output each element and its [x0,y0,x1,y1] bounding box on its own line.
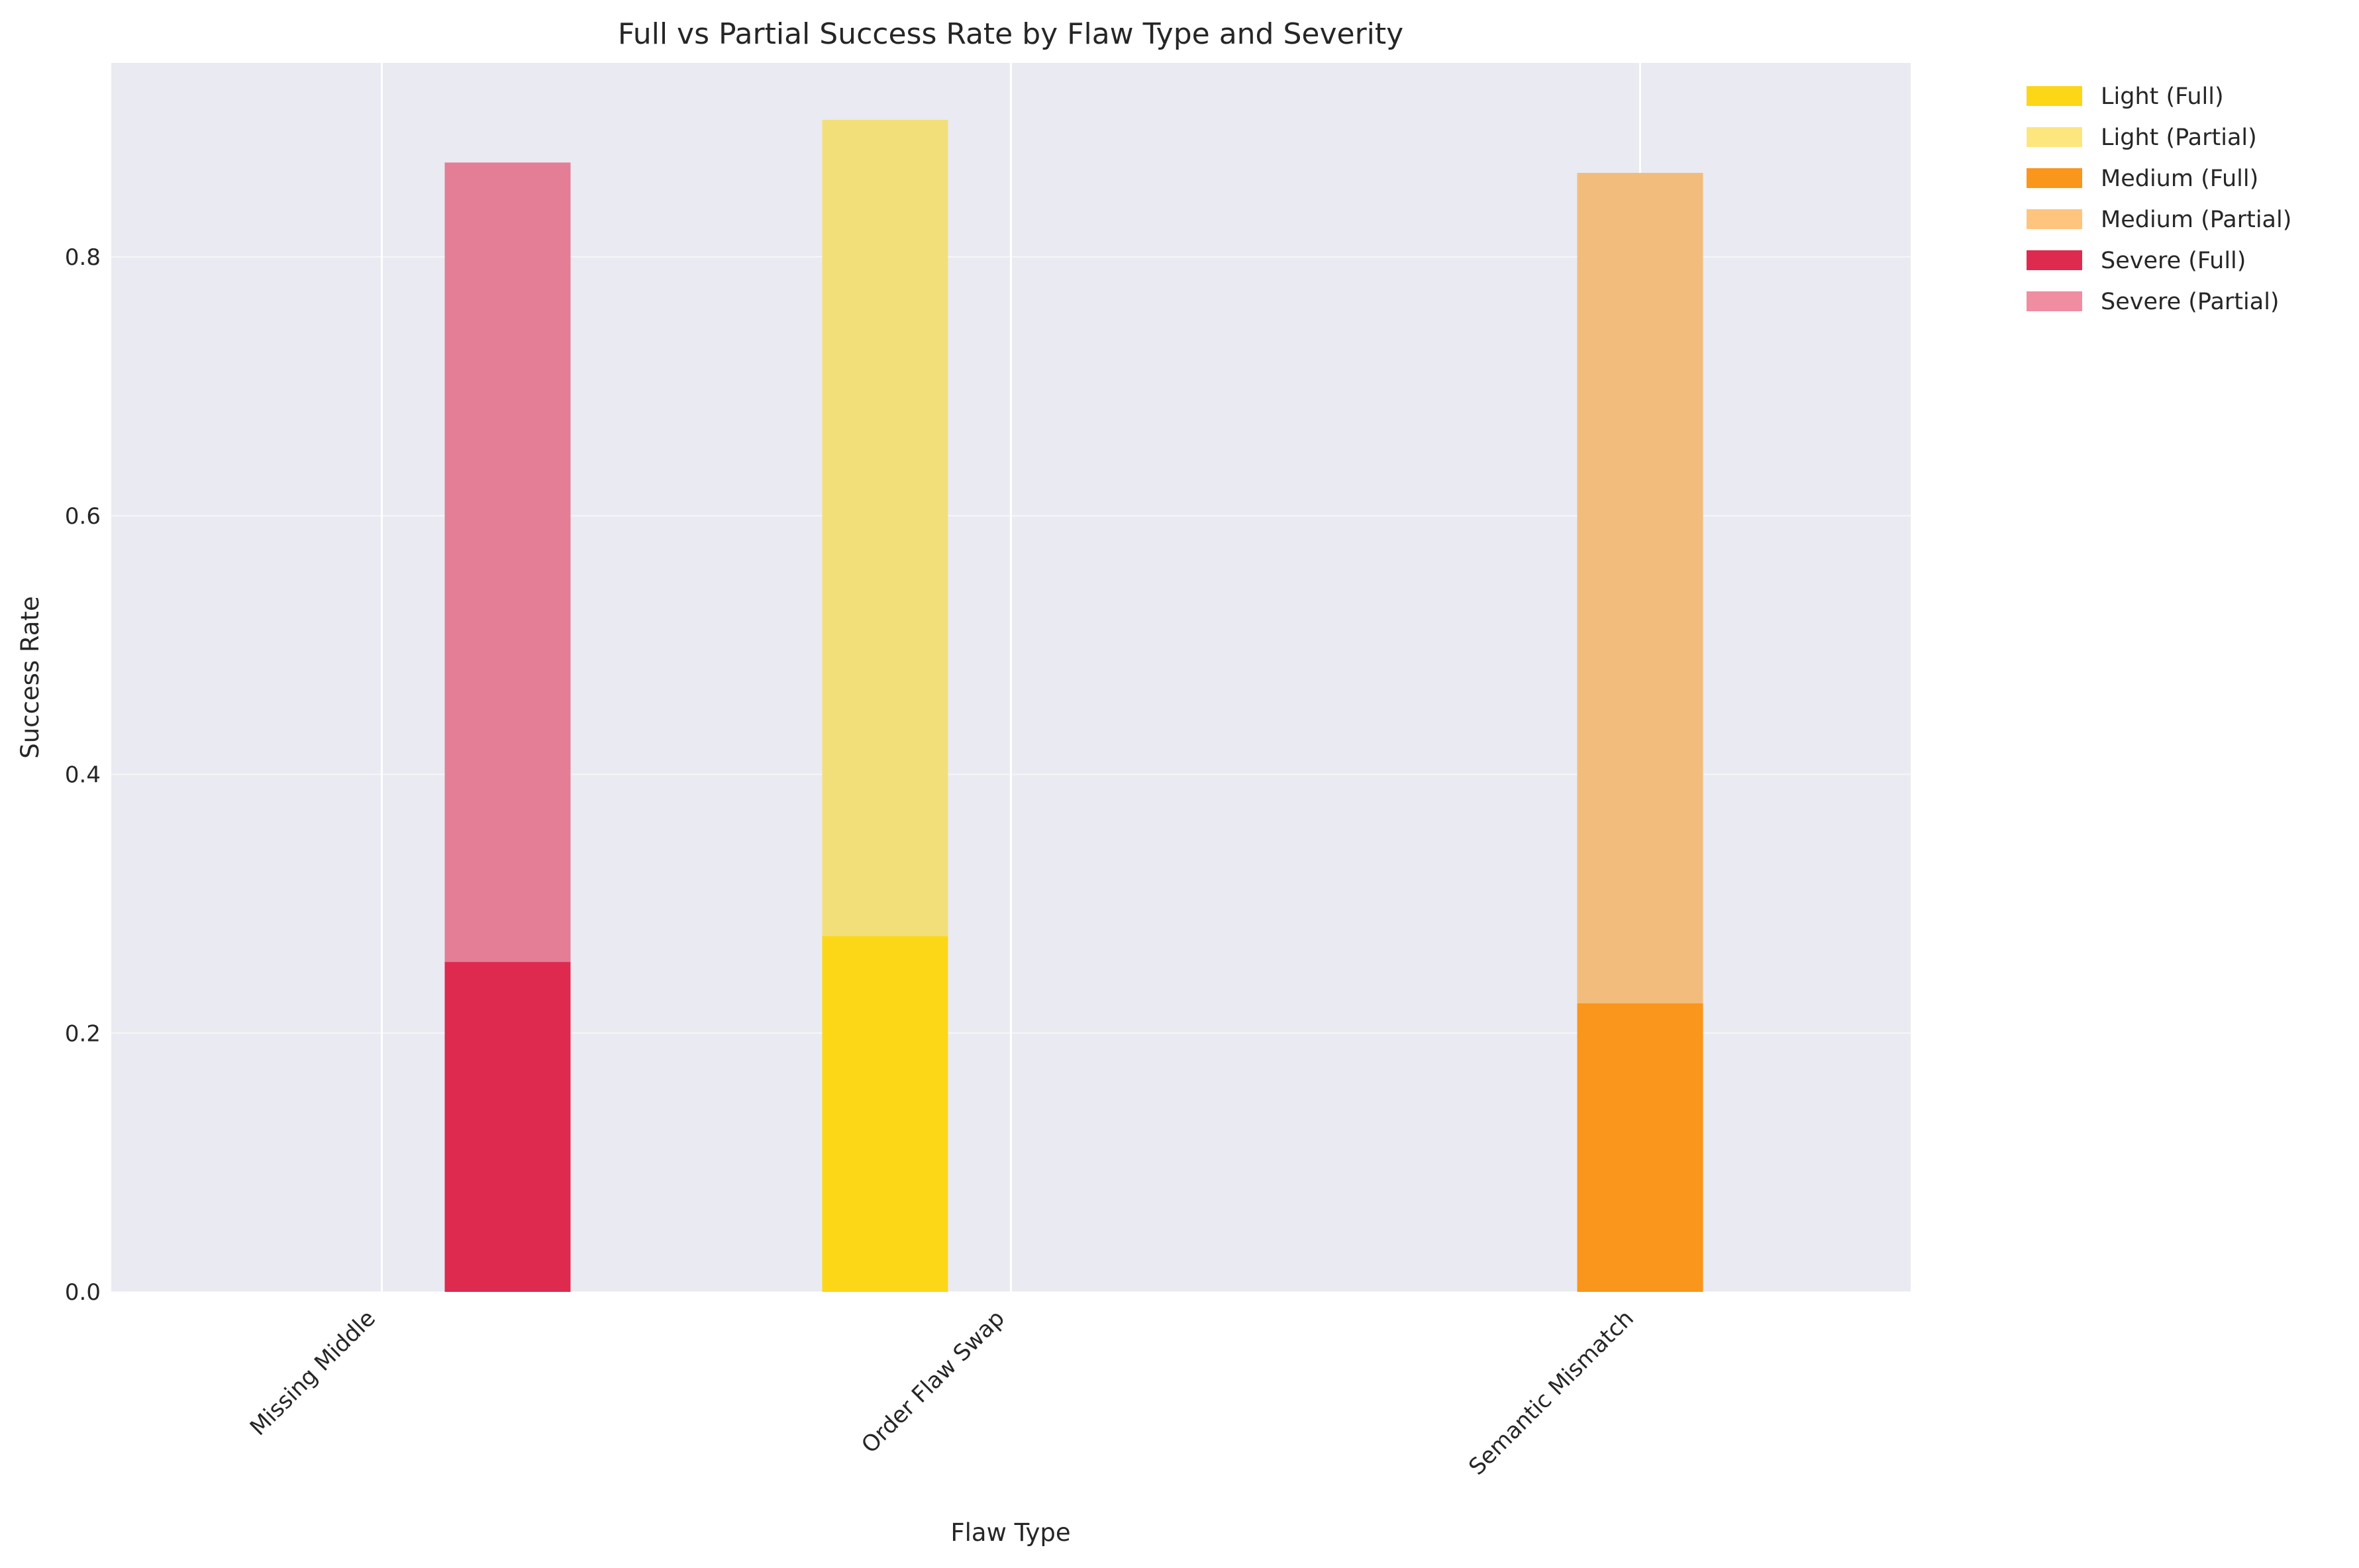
y-tick-label-1: 0.2 [65,1020,101,1047]
y-tick-label-2: 0.4 [65,762,101,789]
legend-label-medium-full: Medium (Full) [2101,166,2258,192]
bar-severe-full-0 [444,961,571,1292]
legend-swatch-light-full [2027,86,2082,106]
bar-light-full-1 [822,936,948,1292]
y-axis-label: Success Rate [16,596,44,759]
y-tick-label-0: 0.0 [65,1279,101,1306]
legend-label-medium-partial: Medium (Partial) [2101,207,2291,233]
y-tick-label-4: 0.8 [65,244,101,271]
y-tick-label-3: 0.6 [65,503,101,530]
legend-swatch-severe-full [2027,250,2082,270]
legend-swatch-severe-partial [2027,291,2082,311]
legend-swatch-medium-partial [2027,209,2082,229]
x-tick-label-0: Missing Middle [245,1305,381,1441]
legend-swatch-medium-full [2027,168,2082,188]
bar-group [444,119,1703,1292]
legend: Light (Full) Light (Partial) Medium (Full)… [2027,83,2291,315]
legend-swatch-light-partial [2027,127,2082,147]
legend-label-light-partial: Light (Partial) [2101,124,2257,151]
legend-label-light-full: Light (Full) [2101,83,2224,110]
legend-label-severe-full: Severe (Full) [2101,248,2246,274]
x-tick-label-1: Order Flaw Swap [856,1305,1010,1459]
x-axis-ticks: Missing Middle Order Flaw Swap Semantic Mi… [245,1305,1639,1481]
legend-label-severe-partial: Severe (Partial) [2101,289,2280,315]
y-axis-ticks: 0.0 0.2 0.4 0.6 0.8 [65,244,101,1306]
bar-medium-full-2 [1577,1003,1703,1292]
x-tick-label-2: Semantic Mismatch [1464,1305,1639,1481]
x-axis-label: Flaw Type [950,1518,1070,1547]
chart-title: Full vs Partial Success Rate by Flaw Typ… [618,17,1403,51]
